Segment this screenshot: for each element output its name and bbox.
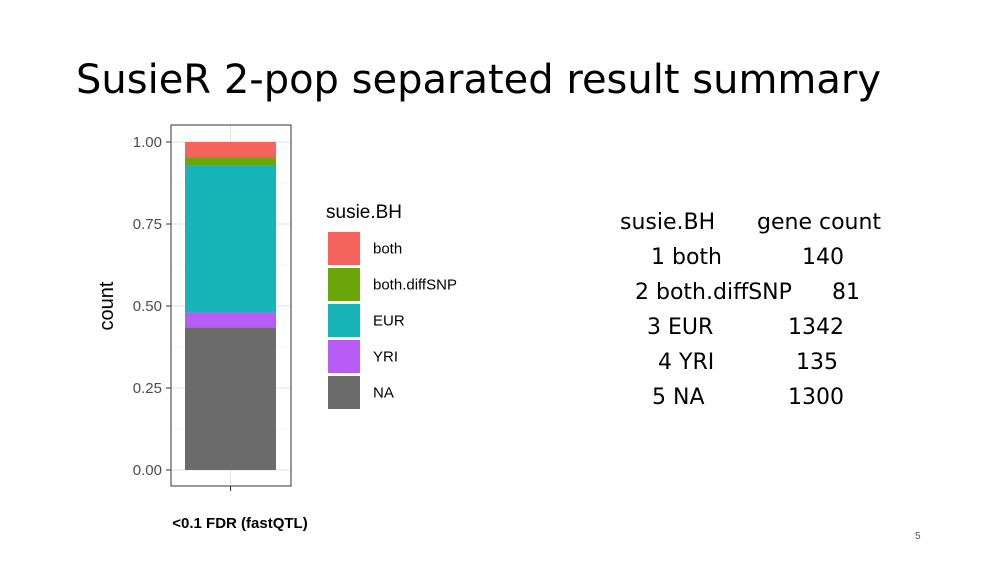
summary-row-index: 4: [658, 350, 672, 375]
bar-segment-both: [185, 142, 276, 158]
summary-row: 1 both 140: [618, 240, 908, 275]
chart-axes: 0.00 0.25 0.50 0.75 1.00: [133, 134, 231, 491]
summary-row-label: YRI: [679, 350, 715, 375]
summary-row: 5 NA 1300: [618, 380, 908, 415]
summary-row: 4 YRI 135: [618, 345, 908, 380]
legend-key-both: [328, 232, 360, 265]
summary-row: 2 both.diffSNP 81: [618, 275, 908, 310]
y-tick-label: 0.25: [133, 380, 162, 397]
legend-key-eur: [328, 304, 360, 337]
summary-row-label: NA: [673, 385, 705, 410]
y-tick-label: 0.50: [133, 298, 162, 315]
legend-label: both: [373, 241, 402, 258]
summary-row-index: 3: [647, 315, 661, 340]
summary-row-label: both.diffSNP: [656, 280, 792, 305]
summary-row-count: 140: [802, 245, 844, 270]
summary-header-count: gene count: [757, 210, 882, 235]
y-tick-label: 0.00: [133, 462, 162, 479]
bar-segment-both-diffsnp: [185, 157, 276, 166]
summary-row: 3 EUR 1342: [618, 310, 908, 345]
page-number: 5: [915, 531, 921, 542]
slide-title: SusieR 2-pop separated result summary: [76, 57, 881, 103]
summary-row-count: 81: [832, 280, 860, 305]
summary-header-row: susie.BH gene count: [618, 205, 908, 240]
legend-key-yri: [328, 340, 360, 373]
legend-label: both.diffSNP: [373, 277, 457, 294]
bar-segment-yri: [185, 312, 276, 328]
y-tick-label: 1.00: [133, 134, 162, 151]
summary-row-index: 5: [652, 385, 666, 410]
legend-title: susie.BH: [326, 202, 402, 223]
summary-row-label: EUR: [668, 315, 714, 340]
summary-header-category: susie.BH: [620, 210, 716, 235]
y-axis-label: count: [96, 281, 118, 330]
summary-row-count: 1342: [788, 315, 844, 340]
y-tick-label: 0.75: [133, 216, 162, 233]
summary-row-label: both: [672, 245, 722, 270]
bar-segment-na: [185, 327, 276, 470]
chart-bars: [185, 142, 276, 470]
x-axis-label: <0.1 FDR (fastQTL): [172, 515, 307, 532]
legend-key-both-diffsnp: [328, 268, 360, 301]
summary-row-count: 1300: [788, 385, 844, 410]
legend-label: NA: [373, 385, 394, 402]
legend-label: EUR: [373, 313, 405, 330]
stacked-bar-chart: 0.00 0.25 0.50 0.75 1.00 count <0.1 FDR (fas…: [96, 124, 457, 532]
summary-row-count: 135: [796, 350, 838, 375]
legend-label: YRI: [373, 349, 398, 366]
summary-row-index: 2: [635, 280, 649, 305]
summary-row-index: 1: [651, 245, 665, 270]
legend-key-na: [328, 376, 360, 409]
summary-table: susie.BH gene count 1 both 140 2 both.di…: [618, 205, 908, 415]
chart-legend: susie.BH both both.diffSNP EUR YRI NA: [326, 202, 457, 409]
bar-segment-eur: [185, 165, 276, 313]
